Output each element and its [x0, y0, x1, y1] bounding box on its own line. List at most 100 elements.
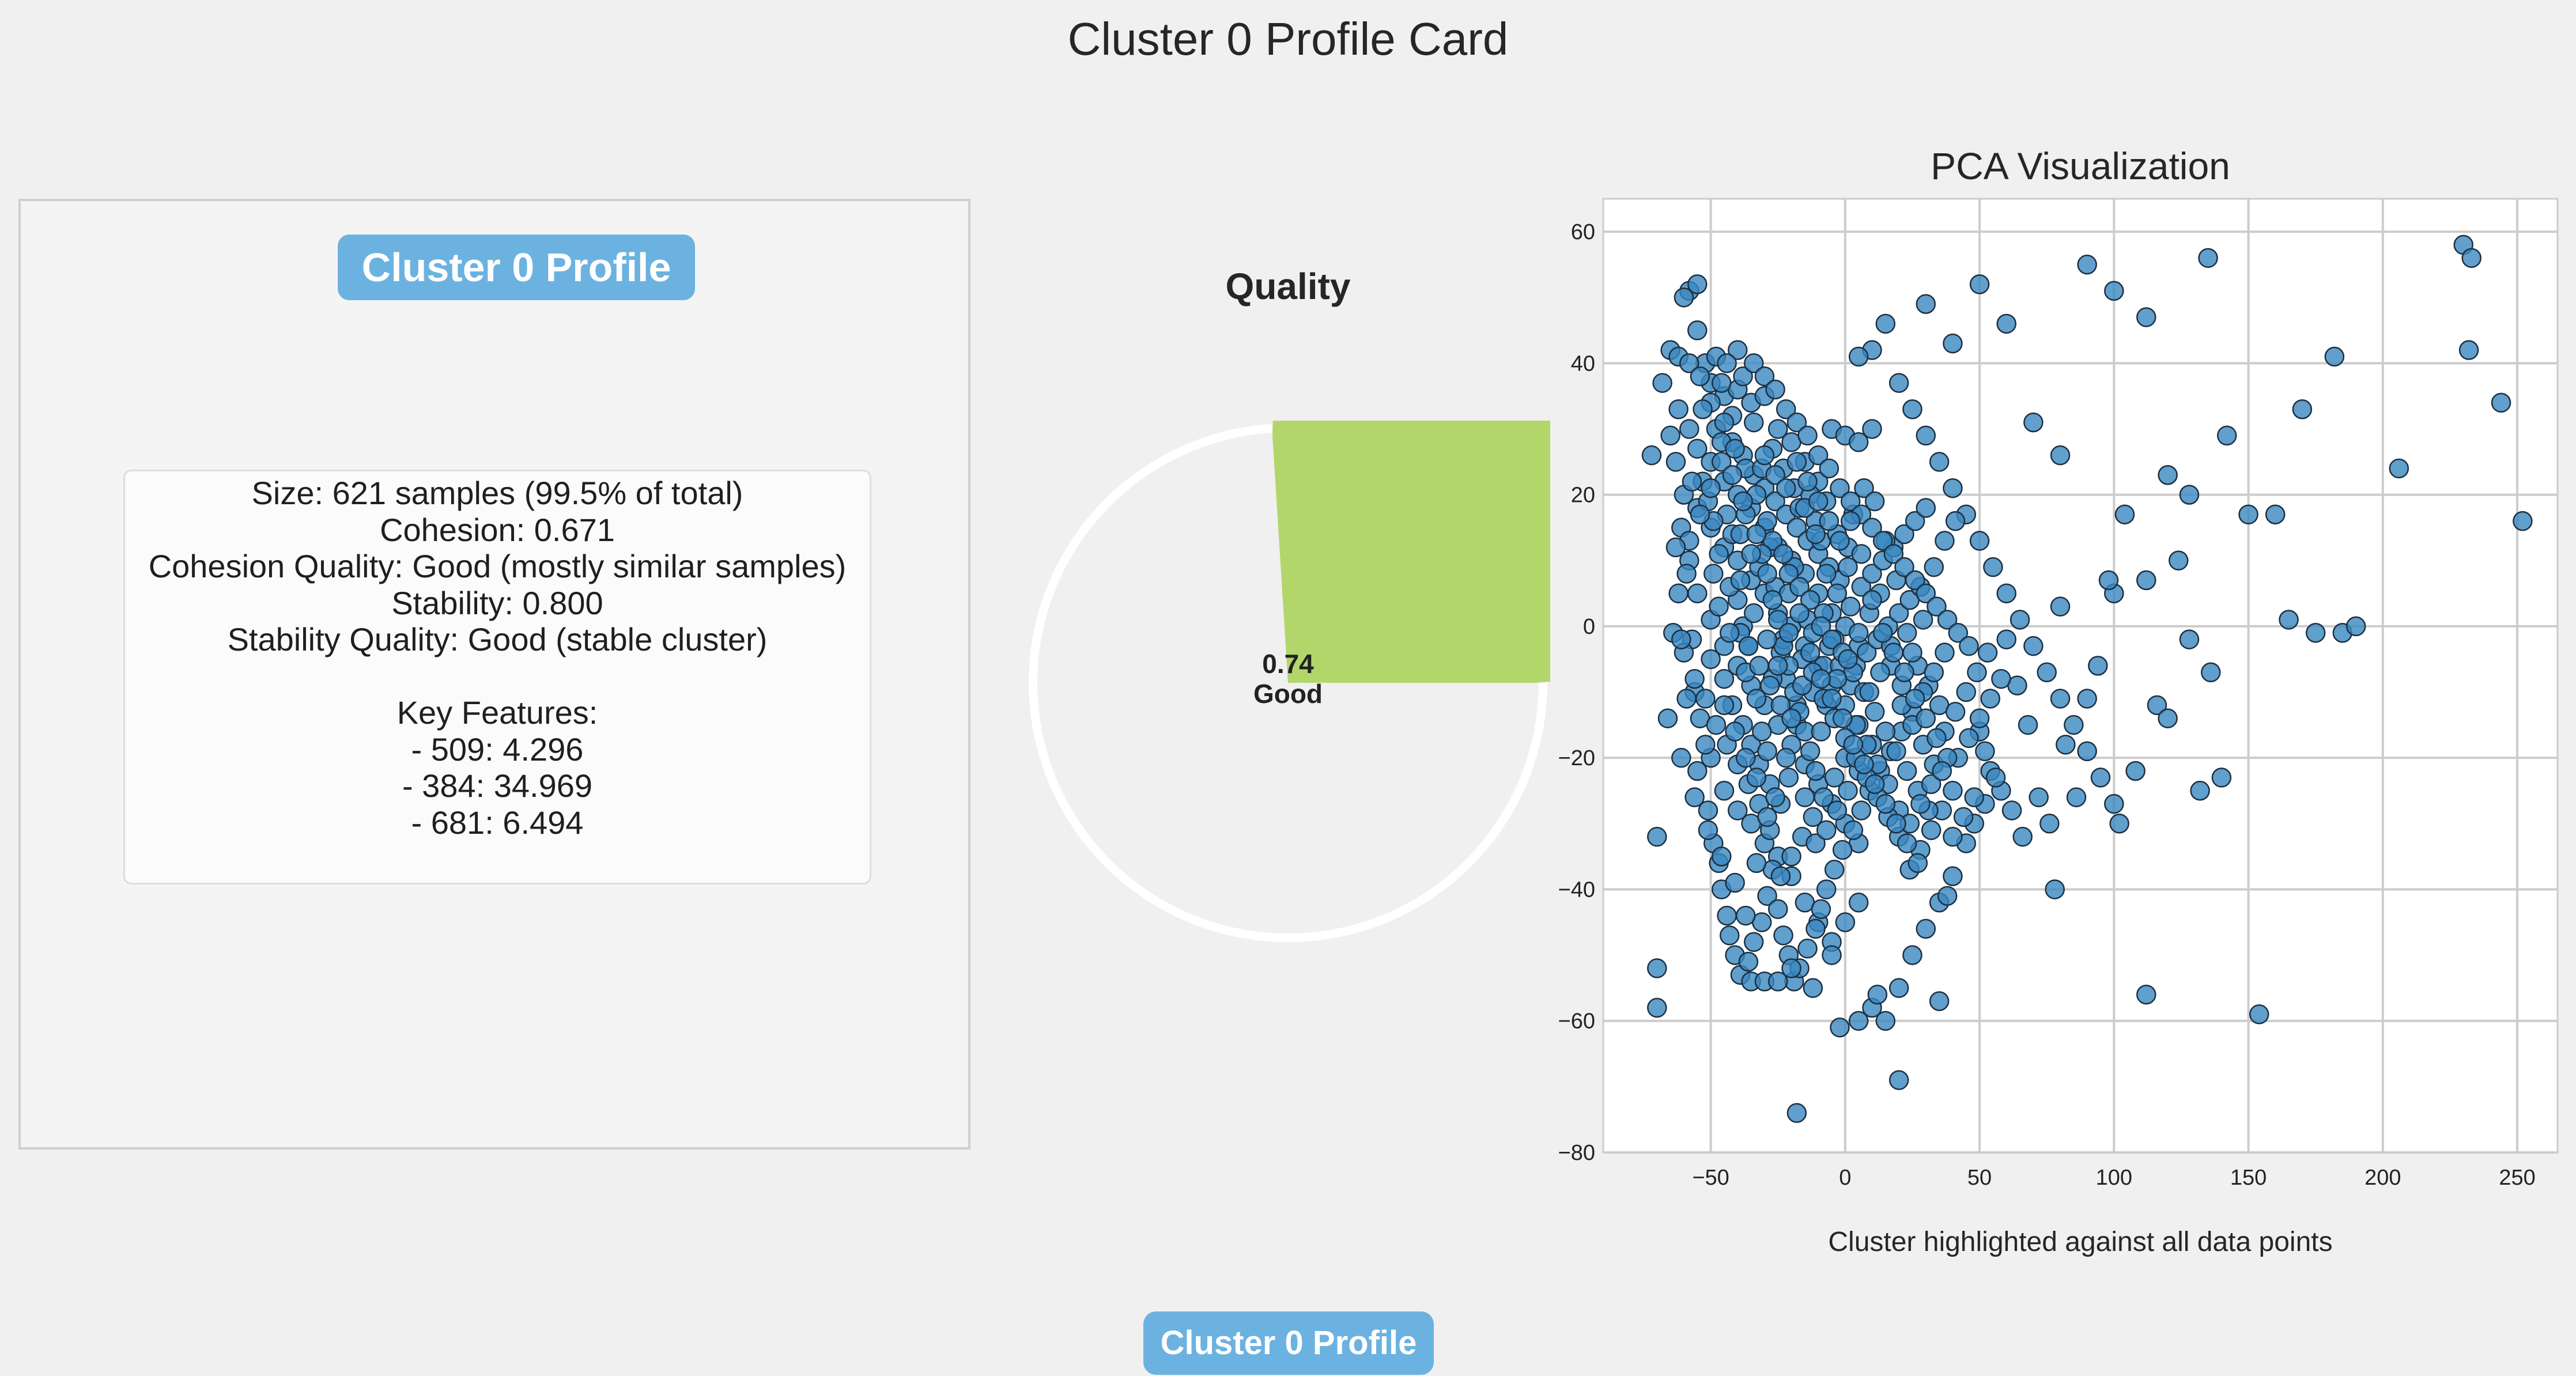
- gauge-grade-label: Good: [1253, 679, 1323, 709]
- scatter-point: [1770, 642, 1791, 663]
- scatter-point: [1719, 577, 1740, 597]
- scatter-point: [1827, 583, 1848, 604]
- scatter-point: [1870, 761, 1890, 781]
- scatter-point: [1770, 866, 1791, 886]
- scatter-point: [1848, 432, 1869, 452]
- scatter-point: [1827, 524, 1848, 545]
- scatter-point: [1786, 517, 1807, 538]
- scatter-point: [1652, 373, 1672, 393]
- scatter-point: [1762, 589, 1783, 610]
- scatter-point: [1886, 814, 1906, 834]
- scatter-point: [1701, 478, 1721, 498]
- scatter-point: [2066, 787, 2087, 807]
- scatter-point: [1738, 636, 1759, 656]
- key-feature-item: - 384: 34.969: [402, 768, 593, 804]
- scatter-point: [1773, 544, 1793, 564]
- scatter-point: [1856, 642, 1877, 663]
- scatter-point: [1888, 373, 1909, 393]
- plot-frame: [1602, 198, 2559, 1154]
- scatter-point: [1684, 682, 1705, 702]
- scatter-point: [1888, 978, 1909, 998]
- scatter-point: [1725, 721, 1745, 742]
- scatter-point: [1770, 793, 1791, 814]
- scatter-point: [1647, 826, 1667, 847]
- scatter-point: [1682, 629, 1702, 649]
- profile-panel: Cluster 0 Profile Size: 621 samples (99.…: [18, 199, 970, 1150]
- scatter-point: [1687, 320, 1708, 341]
- scatter-point: [1759, 820, 1780, 840]
- scatter-point: [1937, 747, 1958, 768]
- scatter-point: [1856, 735, 1877, 755]
- scatter-point: [2050, 596, 2071, 617]
- scatter-point: [1767, 537, 1788, 558]
- scatter-point: [1717, 504, 1737, 525]
- scatter-point: [1838, 780, 1858, 801]
- profile-badge: Cluster 0 Profile: [338, 235, 695, 300]
- scatter-point: [1910, 840, 1931, 860]
- footer-profile-button[interactable]: Cluster 0 Profile: [1143, 1311, 1434, 1375]
- scatter-point: [1945, 702, 1966, 722]
- scatter-point: [1929, 893, 1950, 913]
- scatter-point: [1851, 504, 1872, 525]
- scatter-point: [1776, 504, 1796, 525]
- scatter-point: [1770, 695, 1791, 716]
- scatter-point: [1735, 905, 1756, 926]
- scatter-point: [1741, 814, 1761, 834]
- scatter-point: [1674, 287, 1694, 308]
- scatter-point: [1975, 741, 1995, 762]
- scatter-point: [1751, 544, 1772, 564]
- scatter-point: [1687, 761, 1708, 781]
- scatter-point: [1969, 274, 1990, 294]
- scatter-point: [1730, 965, 1751, 985]
- scatter-point: [1733, 715, 1753, 735]
- scatter-point: [1754, 695, 1775, 716]
- scatter-point: [1743, 353, 1764, 373]
- scatter-point: [1762, 531, 1783, 551]
- scatter-point: [1776, 668, 1796, 689]
- scatter-point: [1757, 629, 1777, 649]
- scatter-point: [2216, 425, 2237, 446]
- scatter-point: [1690, 708, 1710, 728]
- scatter-point: [1800, 642, 1820, 663]
- scatter-point: [1725, 872, 1745, 893]
- y-tick-label: −60: [1558, 1010, 1595, 1034]
- scatter-point: [1647, 958, 1667, 978]
- scatter-point: [1722, 465, 1743, 485]
- scatter-point: [1735, 662, 1756, 683]
- scatter-point: [1671, 517, 1691, 538]
- scatter-point: [1864, 491, 1885, 512]
- scatter-point: [1717, 905, 1737, 926]
- scatter-point: [1733, 366, 1753, 387]
- scatter-point: [1929, 991, 1950, 1011]
- scatter-point: [1712, 879, 1732, 899]
- scatter-point: [1916, 918, 1936, 939]
- scatter-point: [1832, 642, 1853, 663]
- scatter-point: [1674, 642, 1694, 663]
- scatter-point: [1806, 511, 1826, 531]
- scatter-point: [2114, 504, 2135, 525]
- scatter-point: [1830, 531, 1850, 551]
- scatter-point: [1778, 768, 1799, 788]
- quality-gauge: 0.74 Good: [1029, 421, 1550, 942]
- scatter-point: [1749, 656, 1769, 676]
- scatter-point: [1875, 793, 1896, 814]
- scatter-point: [1835, 747, 1856, 768]
- scatter-point: [1846, 747, 1866, 768]
- scatter-point: [1996, 313, 2016, 334]
- scatter-point: [1727, 550, 1748, 571]
- scatter-point: [1937, 610, 1958, 630]
- scatter-point: [2104, 281, 2124, 301]
- scatter-point: [1749, 754, 1769, 774]
- scatter-point: [1709, 596, 1729, 617]
- scatter-point: [1762, 438, 1783, 459]
- scatter-point: [1754, 833, 1775, 853]
- scatter-point: [1822, 793, 1842, 814]
- scatter-point: [1701, 392, 1721, 413]
- scatter-point: [1835, 695, 1856, 716]
- scatter-point: [1832, 708, 1853, 728]
- scatter-point: [1875, 721, 1896, 742]
- scatter-point: [1894, 524, 1914, 545]
- scatter-point: [1800, 589, 1820, 610]
- scatter-point: [1985, 768, 2006, 788]
- scatter-point: [1741, 675, 1761, 695]
